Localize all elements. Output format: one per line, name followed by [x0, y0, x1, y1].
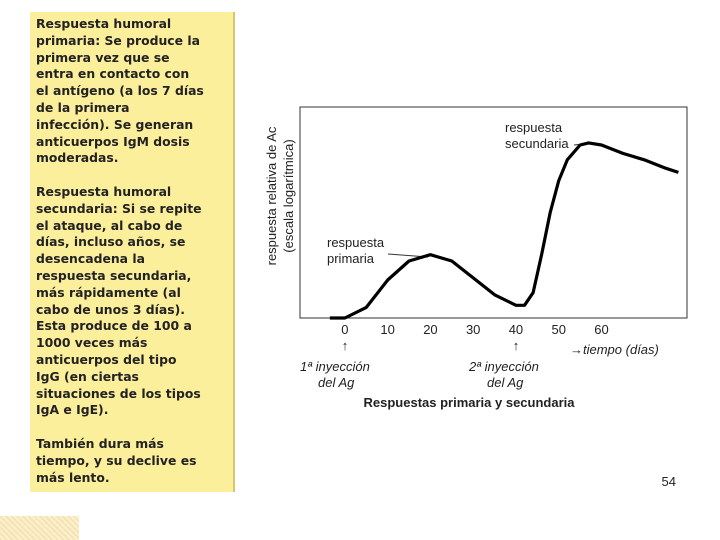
text-line: infección). Se generan	[36, 116, 194, 132]
x-tick-label: 30	[466, 322, 480, 337]
x-tick-label: 50	[551, 322, 565, 337]
text-line: más lento.	[36, 469, 110, 485]
text-line: cabo de unos 3 días).	[36, 301, 185, 317]
text-line: entra en contacto con	[36, 66, 190, 82]
x-tick-label: 0	[341, 322, 348, 337]
text-line: Respuesta humoral	[36, 16, 172, 31]
text-line: También dura más	[36, 435, 164, 451]
plot-frame	[299, 106, 688, 319]
text-line: respuesta secundaria,	[36, 267, 192, 283]
decoration	[0, 516, 79, 540]
annotation: primaria	[327, 251, 375, 266]
paragraph: Respuesta humoral primaria: Se produce la…	[36, 16, 227, 167]
x-tick-label: 60	[594, 322, 608, 337]
arrow-up: ↑	[513, 338, 520, 353]
text-line: el antígeno (a los 7 días	[36, 83, 204, 99]
text-line: IgA e IgE).	[36, 402, 109, 418]
x-tick-label: 10	[380, 322, 394, 337]
text-panel: Respuesta humoral primaria: Se produce la…	[30, 12, 235, 492]
x-tick-label: 20	[423, 322, 437, 337]
annotation: 2ª inyección	[468, 359, 539, 374]
text-line: Respuesta humoral	[36, 183, 172, 199]
y-axis-label: respuesta relativa de Ac	[264, 126, 279, 265]
text-line: anticuerpos IgM dosis	[36, 133, 190, 149]
arrow-up: ↑	[342, 338, 349, 353]
text-line: 1000 veces más	[36, 335, 148, 351]
text-line: primera vez que se	[36, 49, 170, 65]
text-line: primaria: Se produce la	[36, 32, 200, 48]
text-line: el ataque, al cabo de	[36, 217, 183, 233]
text-line: IgG (en ciertas	[36, 368, 139, 384]
chart-title: Respuestas primaria y secundaria	[364, 395, 576, 410]
text-line: moderadas.	[36, 150, 119, 166]
y-axis-label: (escala logarítmica)	[281, 139, 296, 252]
annotation: 1ª inyección	[300, 359, 370, 374]
text-line: situaciones de los tipos	[36, 385, 201, 401]
text-line: Esta produce de 100 a	[36, 318, 192, 334]
text-line: tiempo, y su declive es	[36, 452, 197, 468]
annotation: respuesta	[505, 120, 563, 135]
paragraph: También dura más tiempo, y su declive es m…	[36, 436, 227, 486]
text-line: anticuerpos del tipo	[36, 351, 177, 367]
annotation: secundaria	[505, 136, 569, 151]
text-line: de la primera	[36, 99, 130, 115]
annotation: del Ag	[487, 375, 524, 390]
paragraph: Respuesta humoral secundaria: Si se repit…	[36, 184, 227, 419]
text-line: más rápidamente (al	[36, 284, 181, 300]
text-line: desencadena la	[36, 251, 145, 267]
annotation: respuesta	[327, 235, 385, 250]
data-line	[329, 141, 679, 320]
x-axis-label: →tiempo (días)	[570, 342, 659, 357]
x-tick-label: 40	[509, 322, 523, 337]
text-line: días, incluso años, se	[36, 234, 186, 250]
annotation: del Ag	[318, 375, 355, 390]
page-number: 54	[662, 474, 676, 489]
text-line: secundaria: Si se repite	[36, 200, 202, 216]
